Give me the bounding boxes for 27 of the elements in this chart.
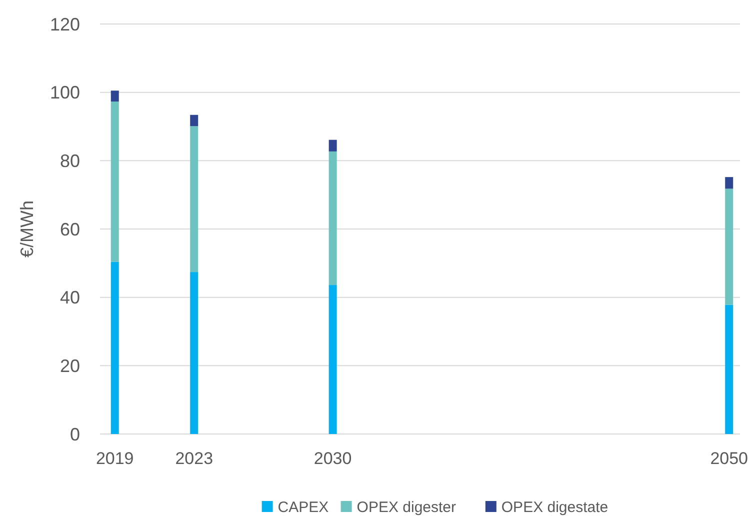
y-axis-title: €/MWh bbox=[17, 200, 37, 258]
x-tick-label: 2023 bbox=[175, 449, 214, 468]
y-tick-label: 40 bbox=[60, 288, 80, 308]
x-tick-label: 2050 bbox=[710, 449, 748, 468]
bar bbox=[725, 177, 734, 189]
legend-label: OPEX digester bbox=[356, 499, 456, 516]
y-tick-label: 0 bbox=[70, 424, 80, 444]
bar bbox=[110, 102, 119, 262]
legend-label: CAPEX bbox=[278, 499, 329, 516]
y-tick-label: 120 bbox=[50, 14, 80, 34]
y-tick-label: 60 bbox=[60, 219, 80, 240]
x-tick-label: 2030 bbox=[314, 449, 352, 468]
bar bbox=[110, 262, 119, 434]
legend-label: OPEX digestate bbox=[501, 499, 608, 516]
bar bbox=[110, 90, 119, 102]
y-tick-label: 80 bbox=[60, 150, 80, 171]
bar bbox=[725, 188, 734, 305]
bar bbox=[328, 140, 337, 152]
bar bbox=[190, 126, 198, 272]
bar bbox=[328, 285, 337, 434]
bar bbox=[725, 304, 734, 434]
y-tick-label: 100 bbox=[50, 82, 80, 103]
bar bbox=[190, 114, 198, 126]
x-tick-label: 2019 bbox=[96, 449, 134, 468]
bar bbox=[190, 272, 198, 434]
y-tick-label: 20 bbox=[60, 356, 80, 376]
bar bbox=[328, 151, 337, 286]
